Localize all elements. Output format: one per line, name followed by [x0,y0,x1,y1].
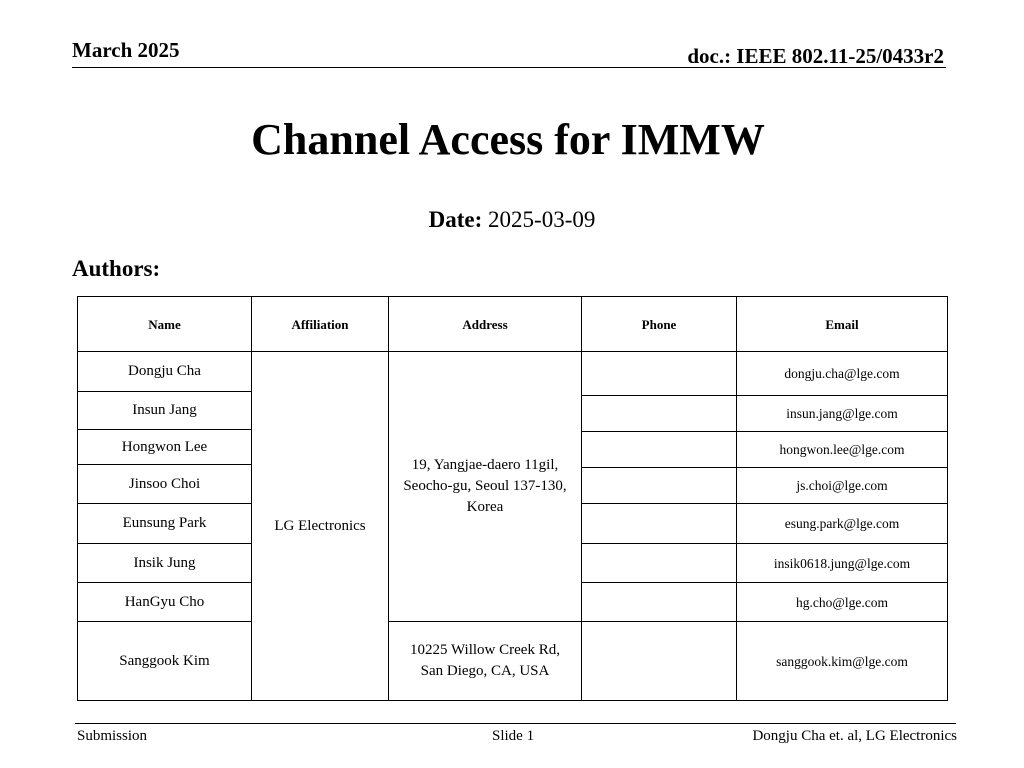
name-cell-text: Insik Jung [133,554,196,571]
name-cell: Eunsung Park [77,503,252,544]
email-cell-text: js.choi@lge.com [796,478,888,493]
email-cell-text: dongju.cha@lge.com [784,366,900,381]
column-header-affiliation: Affiliation [251,296,389,352]
email-cell-text: insik0618.jung@lge.com [773,555,911,571]
phone-cell [581,621,737,701]
email-cell-text: hongwon.lee@lge.com [779,442,905,457]
email-cell-text: hg.cho@lge.com [796,594,888,610]
date-label: Date: [428,207,483,232]
email-cell: esung.park@lge.com [736,503,948,544]
email-cell-text: insun.jang@lge.com [786,406,898,421]
email-cell: sanggook.kim@lge.com [736,621,948,701]
affiliation-cell: LG Electronics [251,351,389,701]
name-cell: Insik Jung [77,543,252,583]
date-value: 2025-03-09 [488,207,596,232]
name-cell-text: Eunsung Park [122,515,207,531]
column-header-address: Address [388,296,582,352]
phone-cell [581,582,737,622]
address-cell-seoul: 19, Yangjae-daero 11gil, Seocho-gu, Seou… [388,351,582,622]
column-header-email-text: Email [825,316,859,332]
authors-label: Authors: [72,256,161,281]
email-cell: hongwon.lee@lge.com [736,431,948,468]
name-cell-text: Dongju Cha [128,363,201,379]
name-cell-text: Jinsoo Choi [128,475,201,492]
phone-cell [581,467,737,504]
email-cell-text: sanggook.kim@lge.com [776,653,908,669]
name-cell-text: Sanggook Kim [119,652,210,669]
column-header-phone-text: Phone [641,316,677,332]
phone-cell [581,503,737,544]
name-cell: Dongju Cha [77,351,252,392]
header-doc-id: doc.: IEEE 802.11-25/0433r2 [687,44,944,68]
email-cell-text: esung.park@lge.com [784,516,900,531]
email-cell: insun.jang@lge.com [736,395,948,432]
column-header-address-text: Address [462,316,508,332]
name-cell-text: Insun Jang [132,402,197,418]
address-cell-san-diego: 10225 Willow Creek Rd, San Diego, CA, US… [388,621,582,701]
email-cell: dongju.cha@lge.com [736,351,948,396]
column-header-name-text: Name [148,316,181,332]
name-cell: Jinsoo Choi [77,464,252,504]
phone-cell [581,543,737,583]
header-date: March 2025 [72,38,180,62]
name-cell: Insun Jang [77,391,252,430]
footer-divider [75,723,956,724]
name-cell: Hongwon Lee [77,429,252,465]
address-cell-seoul-text: 19, Yangjae-daero 11gil, Seocho-gu, Seou… [403,457,567,515]
column-header-name: Name [77,296,252,352]
phone-cell [581,431,737,468]
footer-submission: Submission [77,728,148,744]
column-header-affiliation-text: Affiliation [291,316,349,332]
phone-cell [581,395,737,432]
name-cell: Sanggook Kim [77,621,252,701]
address-cell-san-diego-text: 10225 Willow Creek Rd, San Diego, CA, US… [410,642,560,679]
name-cell-text: Hongwon Lee [121,438,208,455]
header-divider [72,67,946,68]
date-line: Date: 2025-03-09 [0,207,1024,233]
name-cell-text: HanGyu Cho [124,593,205,610]
email-cell: js.choi@lge.com [736,467,948,504]
name-cell: HanGyu Cho [77,582,252,622]
page-title: Channel Access for IMMW [251,115,765,164]
column-header-email: Email [736,296,948,352]
email-cell: hg.cho@lge.com [736,582,948,622]
affiliation-cell-text: LG Electronics [274,517,366,534]
email-cell: insik0618.jung@lge.com [736,543,948,583]
phone-cell [581,351,737,396]
footer-author: Dongju Cha et. al, LG Electronics [752,728,957,744]
column-header-phone: Phone [581,296,737,352]
footer-slide-number: Slide 1 [492,728,535,744]
